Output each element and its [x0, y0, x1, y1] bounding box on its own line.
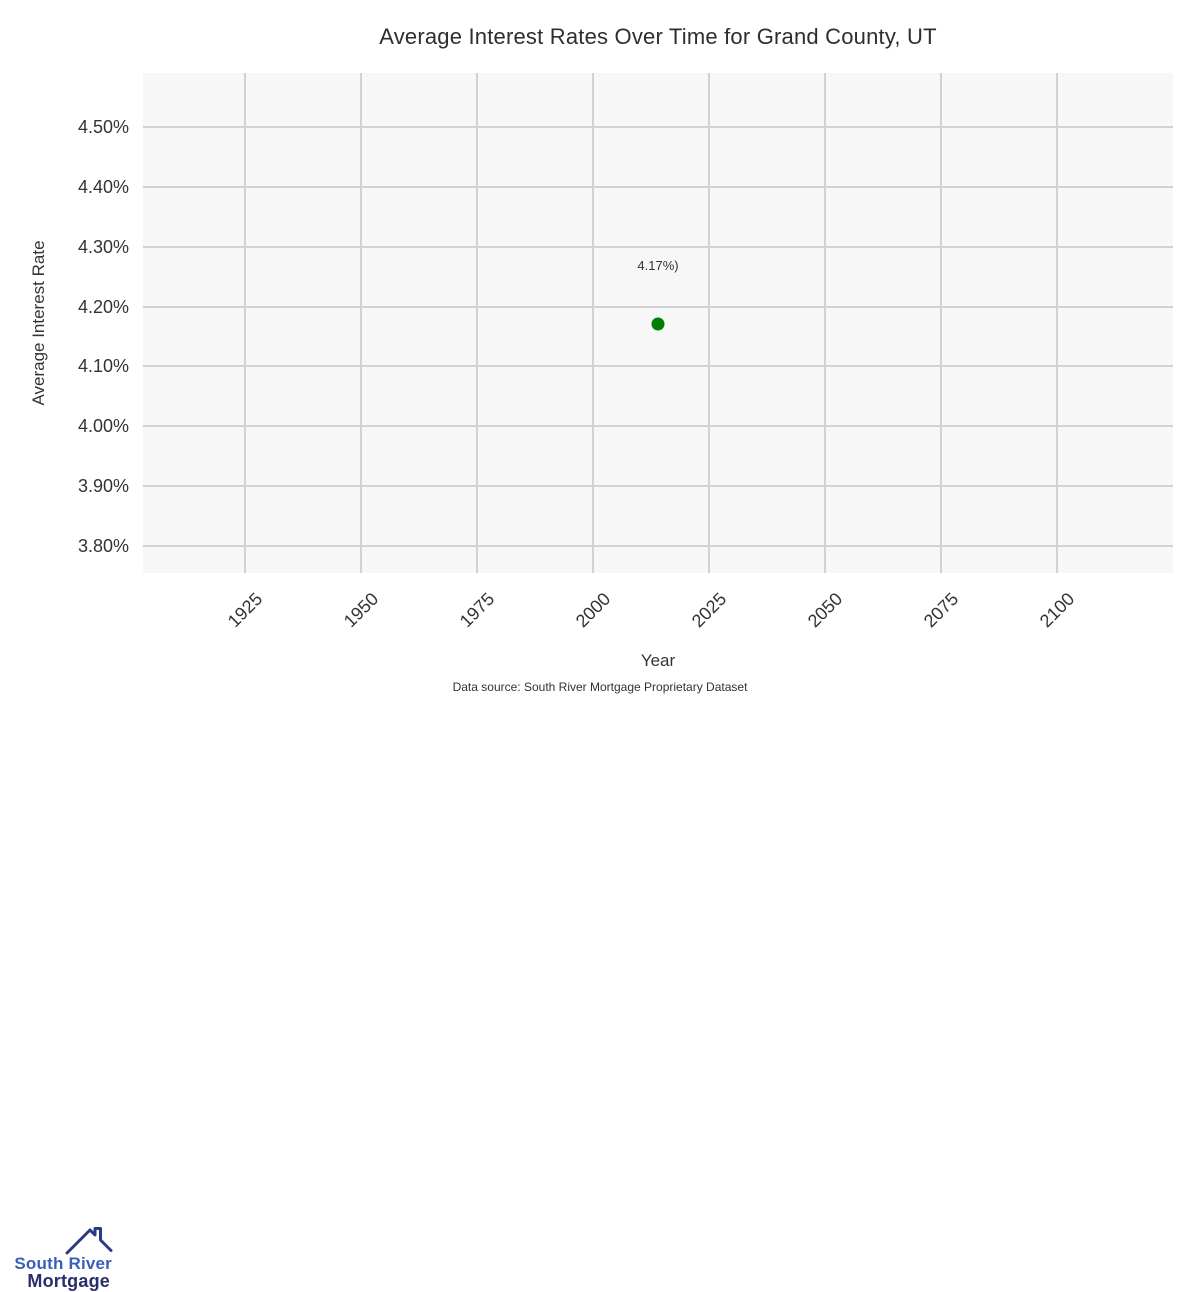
y-tick-label: 4.50% — [77, 116, 129, 137]
chart-title: Average Interest Rates Over Time for Gra… — [379, 24, 937, 49]
h-gridline — [143, 125, 1173, 128]
x-tick-label: 1925 — [223, 588, 267, 632]
y-tick-label: 4.20% — [77, 296, 129, 317]
v-gridline — [1056, 73, 1058, 573]
h-gridline — [143, 305, 1173, 308]
data-source-note: Data source: South River Mortgage Propri… — [452, 680, 748, 694]
house-roof-chimney-icon — [65, 1227, 113, 1255]
south-river-mortgage-logo: South River Mortgage — [0, 610, 140, 1291]
x-tick-label: 1975 — [455, 588, 499, 632]
y-tick-label: 4.30% — [77, 236, 129, 257]
x-tick-label: 2025 — [687, 588, 731, 632]
v-gridline — [360, 73, 363, 573]
v-gridline — [940, 73, 943, 573]
x-tick-label: 2000 — [571, 588, 615, 632]
h-gridline — [143, 545, 1173, 548]
chart-figure: Average Interest Rates Over Time for Gra… — [0, 24, 1173, 1291]
x-tick-label: 1950 — [339, 588, 383, 632]
y-axis-label: Average Interest Rate — [29, 240, 48, 406]
y-tick-label: 3.80% — [77, 536, 129, 557]
scatter-point — [651, 317, 665, 331]
v-gridline — [824, 73, 827, 573]
v-gridline — [592, 73, 595, 573]
x-tick-label: 2075 — [919, 588, 963, 632]
y-tick-label: 4.40% — [77, 176, 129, 197]
v-gridline — [476, 73, 479, 573]
point-value-annotation: 4.17%) — [637, 258, 679, 274]
x-axis-label: Year — [640, 651, 676, 670]
logo-text-mortgage: Mortgage — [27, 1271, 110, 1291]
h-gridline — [143, 245, 1173, 248]
plot-area: 4.17%) — [143, 73, 1173, 573]
h-gridline — [143, 425, 1173, 428]
x-tick-label: 2100 — [1035, 588, 1079, 632]
v-gridline — [244, 73, 247, 573]
x-tick-label: 2050 — [803, 588, 847, 632]
y-tick-label: 4.10% — [77, 356, 129, 377]
h-gridline — [143, 185, 1173, 188]
h-gridline — [143, 365, 1173, 368]
y-tick-label: 3.90% — [77, 476, 129, 497]
h-gridline — [143, 485, 1173, 488]
v-gridline — [708, 73, 711, 573]
y-tick-label: 4.00% — [77, 416, 129, 437]
